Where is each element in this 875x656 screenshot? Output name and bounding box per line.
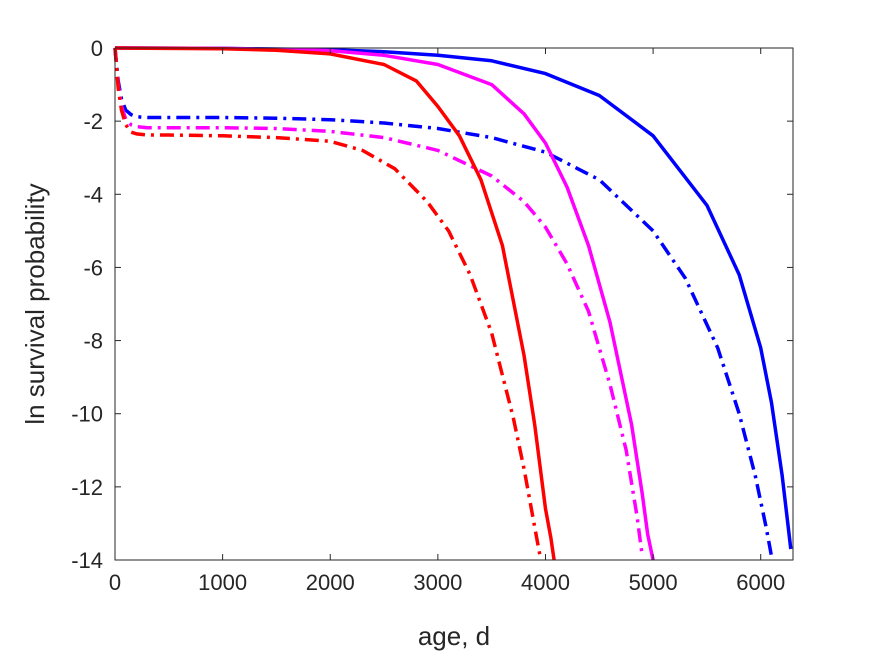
x-tick-label: 5000 <box>629 570 678 595</box>
x-tick-label: 2000 <box>306 570 355 595</box>
x-tick-label: 3000 <box>413 570 462 595</box>
y-tick-label: -12 <box>71 475 103 500</box>
series-line-2 <box>114 46 655 561</box>
x-tick-label: 4000 <box>521 570 570 595</box>
x-tick-label: 1000 <box>198 570 247 595</box>
series-line-4 <box>114 46 556 561</box>
x-tick-label: 0 <box>109 570 121 595</box>
series-line-1 <box>113 47 774 557</box>
y-tick-label: -2 <box>83 109 103 134</box>
y-tick-label: -10 <box>71 402 103 427</box>
series-line-5 <box>113 47 542 557</box>
y-tick-label: -6 <box>83 255 103 280</box>
x-axis-title: age, d <box>418 621 490 651</box>
plot-frame <box>114 47 794 561</box>
plot-lines <box>113 46 793 561</box>
y-axis-title: ln survival probability <box>20 183 50 424</box>
y-tick-label: -4 <box>83 182 103 207</box>
y-tick-label: -8 <box>83 329 103 354</box>
y-axis-ticks: 0 -2 -4 -6 -8 -10 -12 -14 <box>71 36 793 573</box>
y-tick-label: -14 <box>71 548 103 573</box>
x-axis-ticks: 0 1000 2000 3000 4000 5000 6000 <box>109 48 785 595</box>
x-tick-label: 6000 <box>736 570 785 595</box>
y-tick-label: 0 <box>91 36 103 61</box>
